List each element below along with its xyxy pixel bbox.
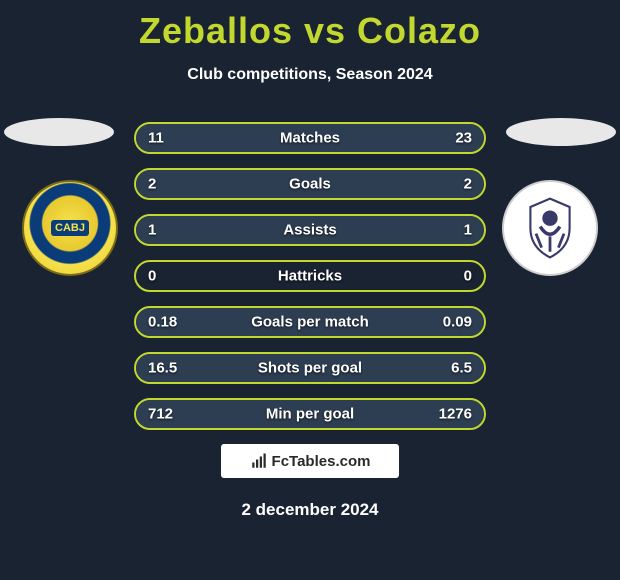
club-crest-icon xyxy=(515,193,585,263)
stats-bars: 1123Matches22Goals11Assists00Hattricks0.… xyxy=(134,122,486,430)
stat-label: Shots per goal xyxy=(258,360,362,377)
stat-value-left: 16.5 xyxy=(148,360,177,377)
stat-bar: 2 2 Goals xyxy=(134,168,486,200)
stat-label: Assists xyxy=(283,222,336,239)
stat-label: Goals xyxy=(289,176,331,193)
stat-value-right: 23 xyxy=(455,130,472,147)
fctables-logo[interactable]: FcTables.com xyxy=(221,444,399,478)
stat-value-left: 11 xyxy=(148,130,164,147)
stat-bar: 712 1276 Min per goal xyxy=(134,398,486,430)
stat-fill-left xyxy=(136,170,310,198)
club-badge-left: CABJ xyxy=(22,180,118,276)
stat-bar: 16.5 6.5 Shots per goal xyxy=(134,352,486,384)
stat-value-left: 0.18 xyxy=(148,314,177,331)
stat-fill-right xyxy=(310,170,484,198)
stat-value-right: 1276 xyxy=(439,406,472,423)
stat-bar: 1 1 Assists xyxy=(134,214,486,246)
player-photo-placeholder-right xyxy=(506,118,616,146)
stat-value-right: 2 xyxy=(464,176,472,193)
stat-value-right: 0 xyxy=(464,268,472,285)
fctables-logo-text: FcTables.com xyxy=(272,453,371,470)
stat-value-left: 712 xyxy=(148,406,173,423)
stat-value-right: 1 xyxy=(464,222,472,239)
stat-label: Goals per match xyxy=(251,314,369,331)
club-badge-left-text: CABJ xyxy=(51,220,89,236)
comparison-title: Zeballos vs Colazo xyxy=(0,0,620,52)
stat-label: Hattricks xyxy=(278,268,342,285)
stat-label: Min per goal xyxy=(266,406,354,423)
comparison-date: 2 december 2024 xyxy=(241,500,378,520)
chart-icon xyxy=(250,452,268,470)
club-badge-right xyxy=(502,180,598,276)
stat-value-right: 0.09 xyxy=(443,314,472,331)
comparison-subtitle: Club competitions, Season 2024 xyxy=(0,66,620,84)
player-photo-placeholder-left xyxy=(4,118,114,146)
stat-bar: 0 0 Hattricks xyxy=(134,260,486,292)
stat-bar: 0.18 0.09 Goals per match xyxy=(134,306,486,338)
stat-value-left: 2 xyxy=(148,176,156,193)
stat-bar: 11 23 Matches xyxy=(134,122,486,154)
stat-value-right: 6.5 xyxy=(451,360,472,377)
stat-value-left: 1 xyxy=(148,222,156,239)
stat-label: Matches xyxy=(280,130,340,147)
stat-value-left: 0 xyxy=(148,268,156,285)
